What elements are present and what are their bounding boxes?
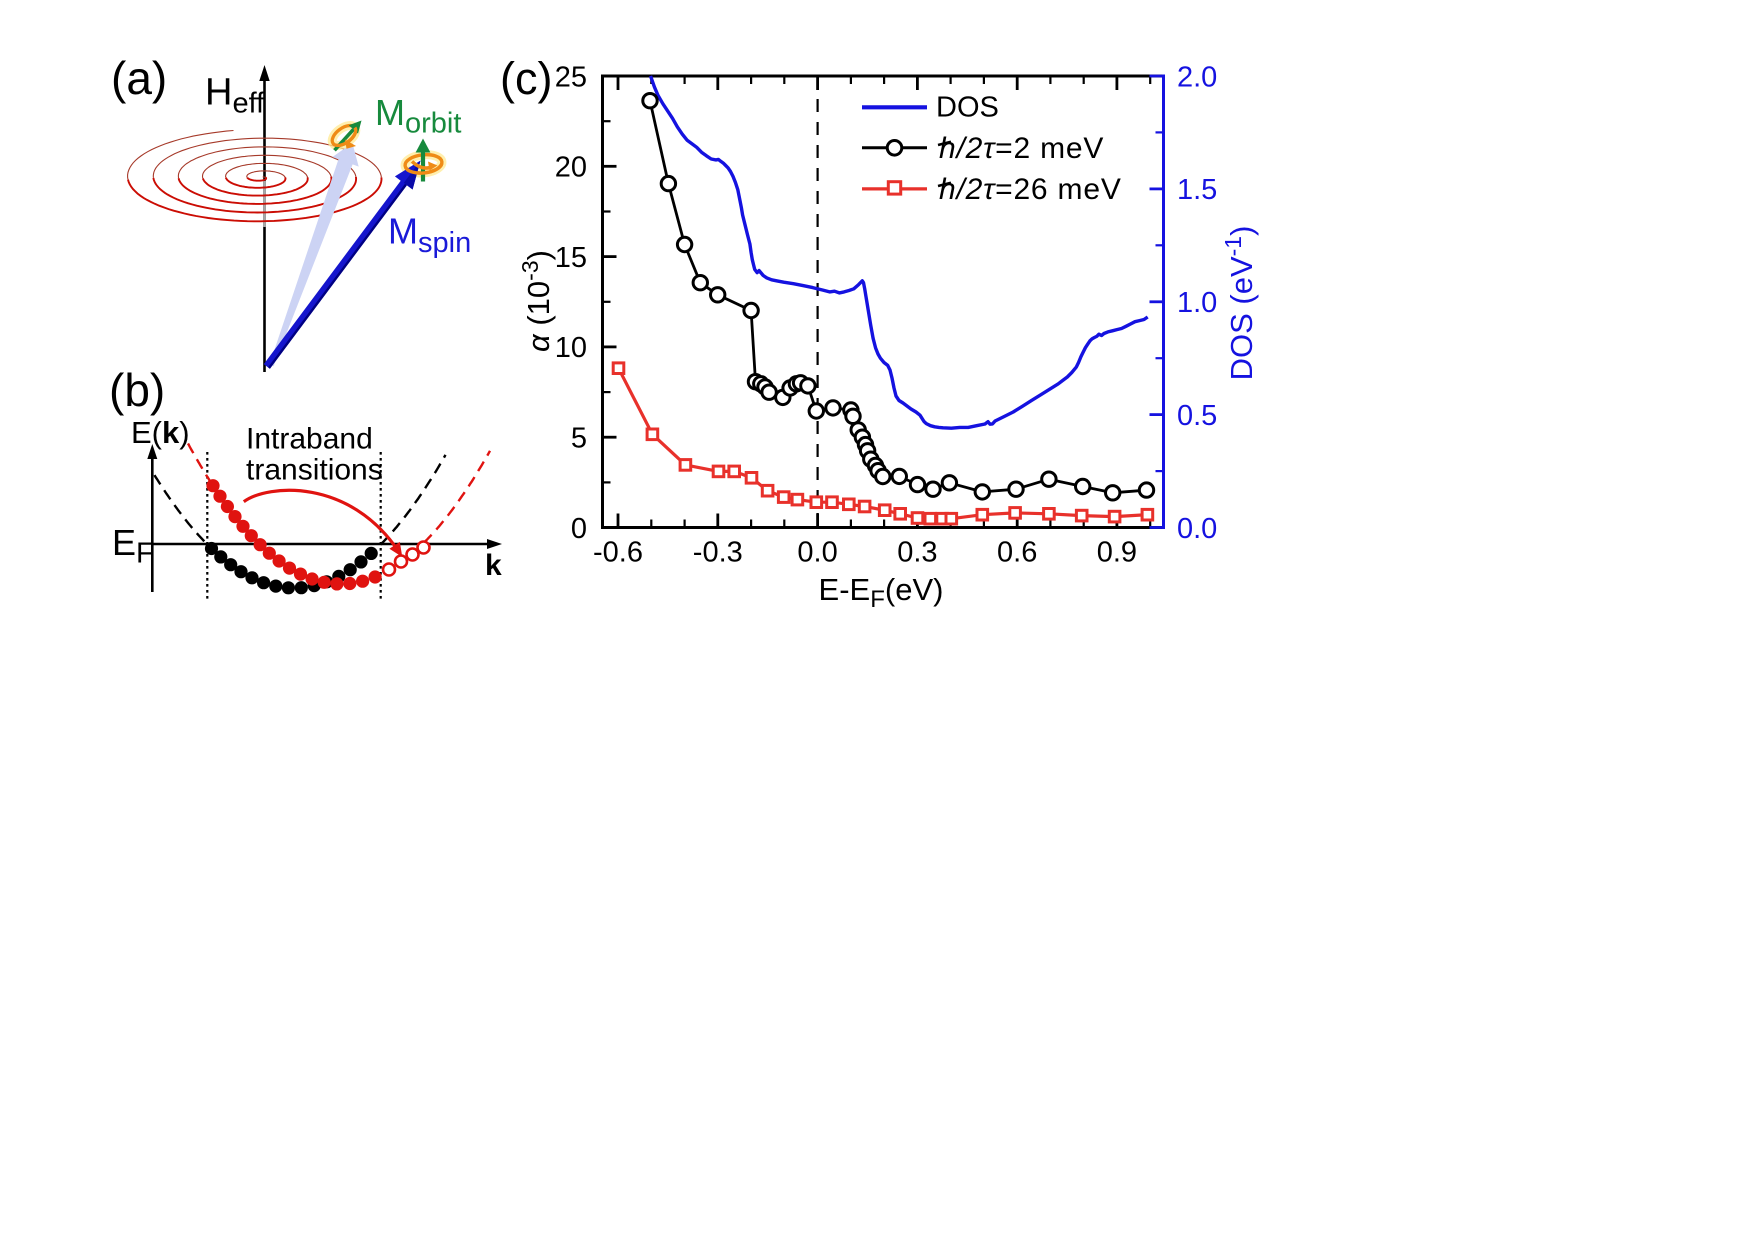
svg-text:(a): (a) [111, 52, 167, 104]
svg-text:15: 15 [555, 242, 587, 274]
svg-text:E(k): E(k) [131, 415, 190, 450]
svg-text:(b): (b) [109, 364, 165, 416]
svg-text:0.9: 0.9 [1097, 537, 1137, 569]
svg-text:0.3: 0.3 [897, 537, 937, 569]
svg-text:transitions: transitions [246, 454, 383, 487]
svg-text:h/2τ=2 meV: h/2τ=2 meV [939, 132, 1104, 165]
svg-text:-0.6: -0.6 [593, 537, 643, 569]
svg-text:25: 25 [555, 61, 587, 93]
svg-text:0.0: 0.0 [1177, 513, 1217, 545]
svg-text:0.0: 0.0 [797, 537, 837, 569]
svg-text:1.0: 1.0 [1177, 287, 1217, 319]
svg-text:0: 0 [571, 513, 587, 545]
svg-text:5: 5 [571, 423, 587, 455]
svg-text:-0.3: -0.3 [693, 537, 743, 569]
svg-text:2.0: 2.0 [1177, 61, 1217, 93]
svg-text:α (10-3): α (10-3) [517, 250, 556, 352]
svg-text:20: 20 [555, 152, 587, 184]
svg-text:(c): (c) [500, 53, 552, 104]
svg-text:10: 10 [555, 332, 587, 364]
svg-text:h/2τ=26 meV: h/2τ=26 meV [939, 173, 1122, 206]
svg-text:E-EF(eV): E-EF(eV) [819, 572, 944, 613]
svg-text:k: k [485, 549, 502, 582]
svg-text:0.5: 0.5 [1177, 400, 1217, 432]
svg-text:1.5: 1.5 [1177, 174, 1217, 206]
svg-text:Intraband: Intraband [246, 423, 373, 456]
svg-text:DOS: DOS [936, 92, 999, 124]
svg-text:0.6: 0.6 [997, 537, 1037, 569]
